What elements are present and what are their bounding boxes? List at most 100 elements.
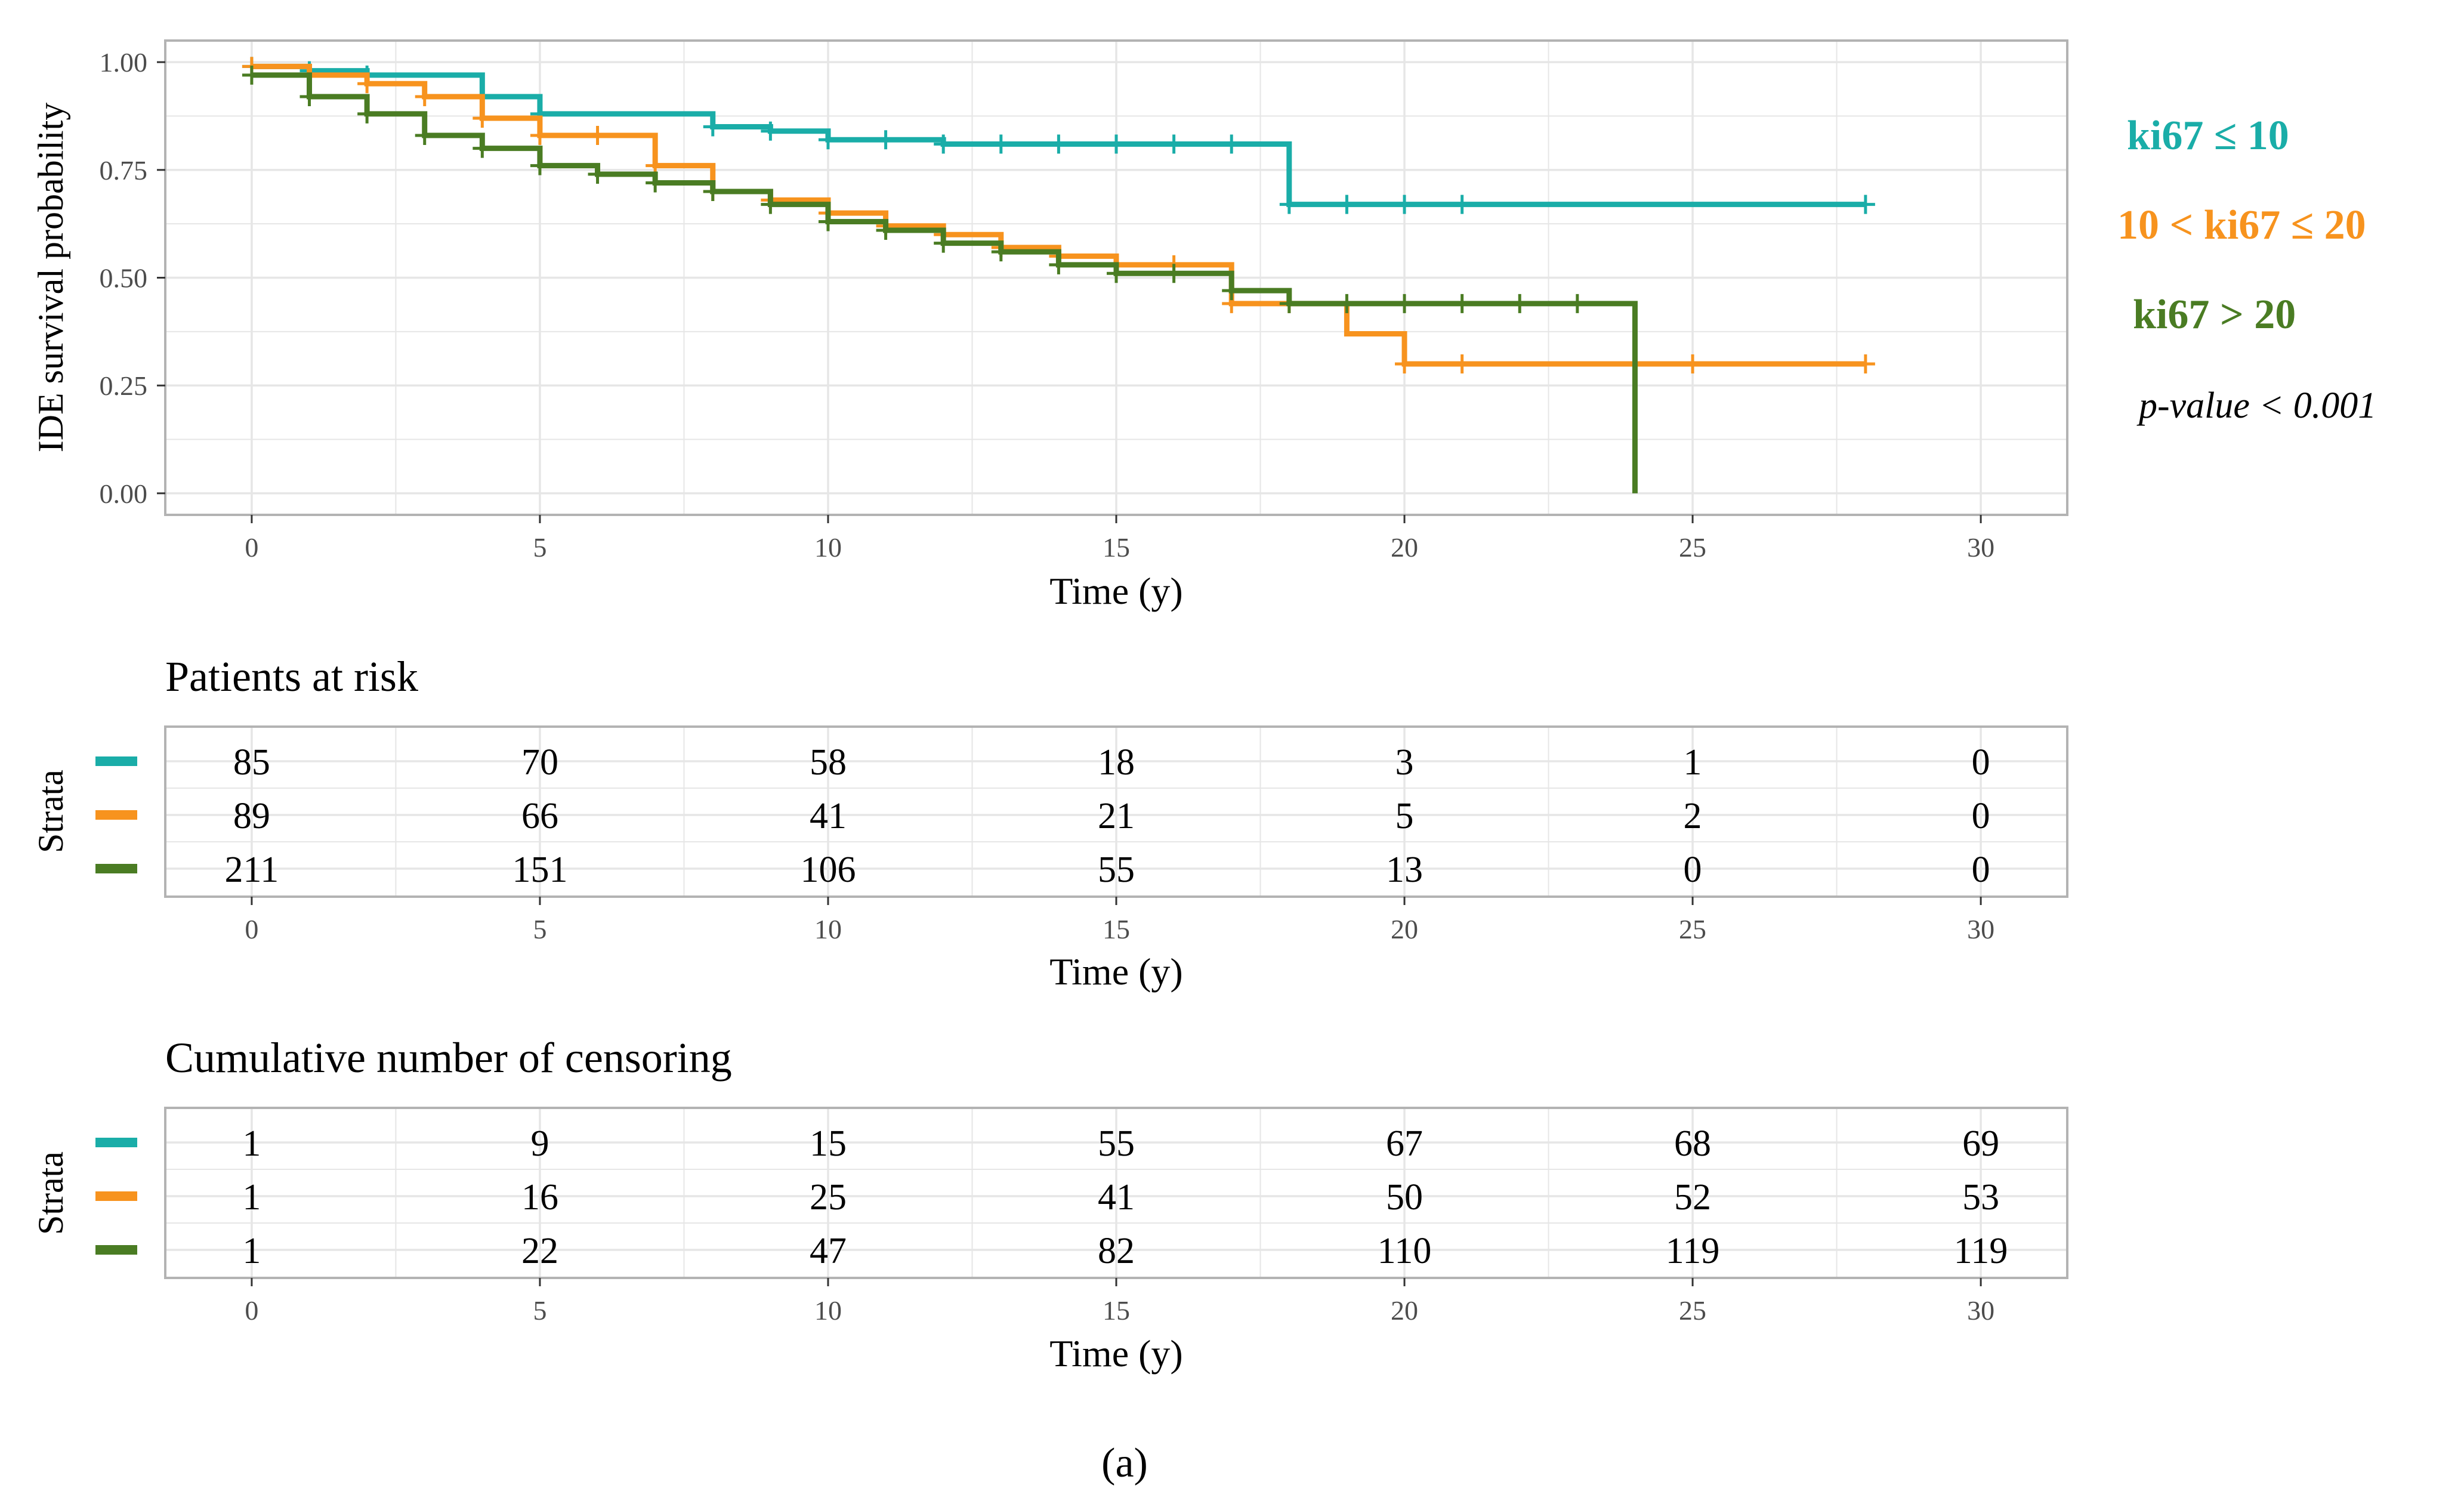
cens-cell: 52 <box>1674 1177 1711 1218</box>
km-censor-mark-series-3 <box>1567 294 1587 313</box>
legend-item-ki67-mid: 10 < ki67 ≤ 20 <box>2117 202 2366 248</box>
cens-cell: 9 <box>530 1123 549 1164</box>
km-x-tick-label: 0 <box>245 532 258 563</box>
censoring-table-title: Cumulative number of censoring <box>165 1034 732 1082</box>
km-censor-mark-series-1 <box>1164 134 1184 154</box>
km-x-tick-label: 15 <box>1103 532 1130 563</box>
cens-strata-key-3 <box>95 1245 137 1255</box>
km-censor-mark-series-3 <box>1049 255 1069 274</box>
risk-cell: 21 <box>1098 796 1135 836</box>
km-x-tick-label: 5 <box>533 532 546 563</box>
cens-cell: 69 <box>1962 1123 1999 1164</box>
km-censor-mark-series-2 <box>588 126 607 145</box>
km-censor-mark-series-2 <box>530 126 549 145</box>
km-plot-panel: 0 5 10 15 20 25 30 0.00 0.25 0.50 0.75 1.00 Time (y… <box>31 39 2068 612</box>
km-censor-mark-series-3 <box>1279 294 1299 313</box>
km-censor-mark-series-1 <box>1452 194 1472 214</box>
km-censor-mark-series-2 <box>473 109 492 128</box>
km-censor-mark-series-3 <box>1510 294 1530 313</box>
km-censor-mark-series-3 <box>299 87 319 106</box>
figure-caption: (a) <box>1101 1440 1148 1486</box>
cens-cell: 22 <box>521 1231 558 1271</box>
risk-cell: 106 <box>800 850 856 890</box>
cens-cell: 25 <box>810 1177 847 1218</box>
km-censor-mark-series-2 <box>357 74 377 94</box>
cens-cell: 1 <box>242 1123 261 1164</box>
km-y-tick-label: 0.75 <box>100 155 148 186</box>
legend-item-ki67-low: ki67 ≤ 10 <box>2127 113 2289 159</box>
risk-cell: 70 <box>521 742 558 783</box>
km-axes: 0 5 10 15 20 25 30 0.00 0.25 0.50 0.75 1.00 <box>100 47 1995 563</box>
cens-x-tick-label: 5 <box>533 1295 546 1326</box>
km-x-tick-label: 20 <box>1391 532 1418 563</box>
km-censor-mark-series-3 <box>1337 294 1357 313</box>
km-censor-mark-series-3 <box>761 194 780 214</box>
cens-cell: 1 <box>242 1231 261 1271</box>
risk-cell: 58 <box>810 742 847 783</box>
risk-cell: 66 <box>521 796 558 836</box>
km-y-tick-label: 0.50 <box>100 263 148 294</box>
km-censor-mark-series-2 <box>1683 354 1703 374</box>
risk-x-tick-label: 15 <box>1103 914 1130 944</box>
risk-table-gridlines <box>165 727 2067 897</box>
km-y-tick-label: 0.00 <box>100 478 148 509</box>
legend: ki67 ≤ 10 10 < ki67 ≤ 20 ki67 > 20 p-val… <box>2117 113 2376 426</box>
cens-cell: 119 <box>1954 1231 2008 1271</box>
km-censor-mark-series-3 <box>530 156 549 175</box>
cens-cell: 1 <box>242 1177 261 1218</box>
risk-x-tick-label: 0 <box>245 914 258 944</box>
km-censor-mark-series-1 <box>1279 194 1299 214</box>
risk-strata-key-3 <box>95 864 137 873</box>
km-censor-mark-series-1 <box>761 121 780 141</box>
km-censor-mark-series-3 <box>588 165 607 184</box>
cens-cell: 53 <box>1962 1177 1999 1218</box>
km-censor-mark-series-3 <box>934 233 953 253</box>
risk-table-strata-keys <box>95 756 137 873</box>
censoring-table-strata-keys <box>95 1138 137 1255</box>
risk-table-x-axis-title: Time (y) <box>1049 950 1182 993</box>
patients-at-risk-table: Patients at risk 85 70 58 18 3 1 089 66 41 21 5 2 02… <box>31 653 2068 993</box>
risk-table-y-axis-title: Strata <box>31 770 70 853</box>
risk-x-tick-label: 30 <box>1967 914 1994 944</box>
cens-cell: 16 <box>521 1177 558 1218</box>
km-censor-mark-series-2 <box>415 87 434 106</box>
km-y-tick-label: 1.00 <box>100 47 148 78</box>
km-censor-mark-series-3 <box>1452 294 1472 313</box>
km-censor-mark-series-3 <box>415 126 434 145</box>
cens-cell: 68 <box>1674 1123 1711 1164</box>
km-censor-mark-series-1 <box>703 117 722 137</box>
risk-cell: 2 <box>1684 796 1702 836</box>
cens-cell: 47 <box>810 1231 847 1271</box>
censoring-table-y-axis-title: Strata <box>31 1151 70 1235</box>
censoring-table-x-axis-title: Time (y) <box>1049 1332 1182 1375</box>
cens-cell: 119 <box>1666 1231 1720 1271</box>
risk-cell: 55 <box>1098 850 1135 890</box>
km-censor-mark-series-1 <box>1337 194 1357 214</box>
km-censor-mark-series-1 <box>1222 134 1242 154</box>
km-censor-mark-series-3 <box>473 138 492 158</box>
km-gridlines <box>165 41 2067 515</box>
risk-x-tick-label: 5 <box>533 914 546 944</box>
cens-strata-key-2 <box>95 1191 137 1201</box>
km-censor-mark-series-1 <box>1049 134 1069 154</box>
km-y-axis-title: IDE survival probability <box>31 103 70 453</box>
km-censor-mark-series-3 <box>1395 294 1415 313</box>
censoring-table: Cumulative number of censoring 1 9 15 55 67 6… <box>31 1034 2068 1375</box>
cens-strata-key-1 <box>95 1138 137 1147</box>
risk-strata-key-2 <box>95 810 137 820</box>
risk-cell: 18 <box>1098 742 1135 783</box>
cens-x-tick-label: 0 <box>245 1295 258 1326</box>
km-censor-mark-series-1 <box>934 134 953 154</box>
risk-cell: 85 <box>233 742 270 783</box>
risk-cell: 89 <box>233 796 270 836</box>
risk-x-tick-label: 10 <box>814 914 842 944</box>
risk-cell: 0 <box>1972 796 1990 836</box>
censoring-table-gridlines <box>165 1108 2067 1278</box>
risk-cell: 41 <box>810 796 847 836</box>
km-y-tick-label: 0.25 <box>100 370 148 401</box>
risk-cell: 3 <box>1395 742 1414 783</box>
risk-cell: 13 <box>1386 850 1423 890</box>
cens-cell: 55 <box>1098 1123 1135 1164</box>
risk-table-x-axis: 0 5 10 15 20 25 30 <box>245 897 1994 944</box>
km-censor-mark-series-2 <box>1395 354 1415 374</box>
